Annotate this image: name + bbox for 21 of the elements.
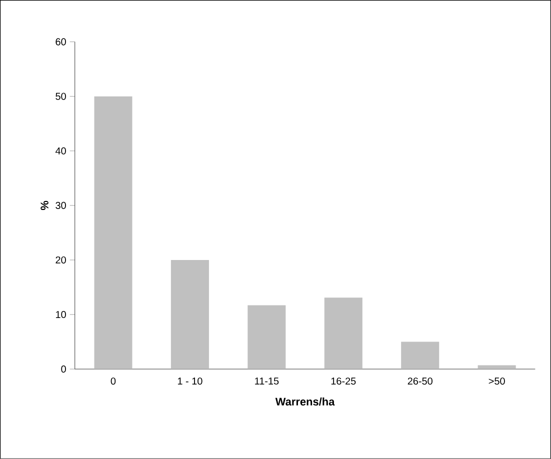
y-tick-label: 50 [56,92,66,100]
bar [478,365,516,370]
y-tick-label: 10 [56,311,66,318]
bar [401,342,440,370]
bar [94,96,132,370]
x-tick-label: >50 [488,378,505,385]
y-tick-label: 40 [55,147,66,154]
bar [170,260,209,370]
x-tick-label: 16-25 [331,378,356,385]
x-tick-label: 0 [110,378,116,385]
x-axis-title: Warrens/ha [275,398,335,406]
y-tick-label: 20 [56,256,66,264]
y-tick-label: 30 [56,202,66,209]
y-tick-label: 0 [61,366,66,373]
y-axis-title: % [40,200,48,210]
x-tick-label: 11-15 [255,378,279,385]
x-tick-label: 26-50 [408,378,432,385]
bar [324,298,362,370]
y-tick-label: 60 [56,38,66,46]
x-tick-label: 1 - 10 [178,378,202,385]
bar [248,305,286,370]
